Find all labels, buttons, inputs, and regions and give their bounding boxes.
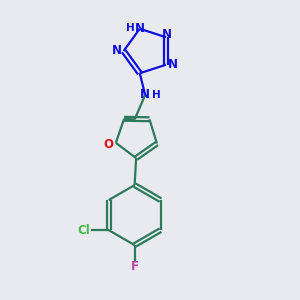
Text: N: N	[167, 58, 178, 71]
Text: H: H	[152, 90, 161, 100]
Text: N: N	[135, 22, 145, 34]
Text: H: H	[126, 23, 135, 33]
Text: O: O	[103, 138, 113, 151]
Text: N: N	[161, 28, 172, 41]
Text: F: F	[130, 260, 139, 274]
Text: N: N	[140, 88, 150, 101]
Text: Cl: Cl	[77, 224, 90, 237]
Text: N: N	[112, 44, 122, 58]
